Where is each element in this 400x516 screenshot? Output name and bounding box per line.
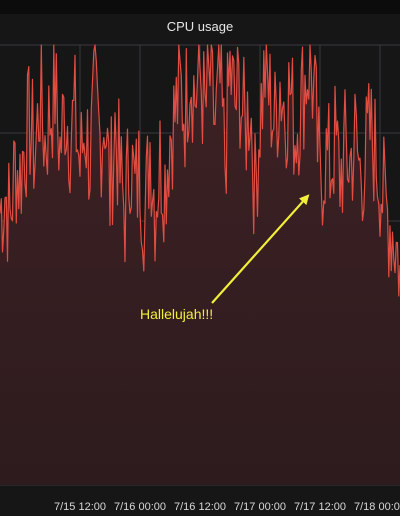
panel-title: CPU usage bbox=[166, 19, 234, 34]
x-tick-label: 7/17 12:00 bbox=[294, 501, 346, 513]
x-axis-ticks: 7/15 12:00 7/16 00:00 7/16 12:00 7/17 00:00… bbox=[54, 501, 400, 513]
x-tick-label: 7/16 00:00 bbox=[114, 501, 166, 513]
series-area bbox=[0, 45, 400, 485]
x-tick-label: 7/18 00:00 bbox=[354, 501, 400, 513]
annotation-arrow bbox=[211, 194, 310, 304]
series-line bbox=[0, 44, 400, 297]
annotation-label: Hallelujah!!! bbox=[140, 306, 213, 322]
x-tick-label: 7/17 00:00 bbox=[234, 501, 286, 513]
x-tick-label: 7/16 12:00 bbox=[174, 501, 226, 513]
panel-top-bar bbox=[0, 0, 400, 14]
x-tick-label: 7/15 12:00 bbox=[54, 501, 106, 513]
